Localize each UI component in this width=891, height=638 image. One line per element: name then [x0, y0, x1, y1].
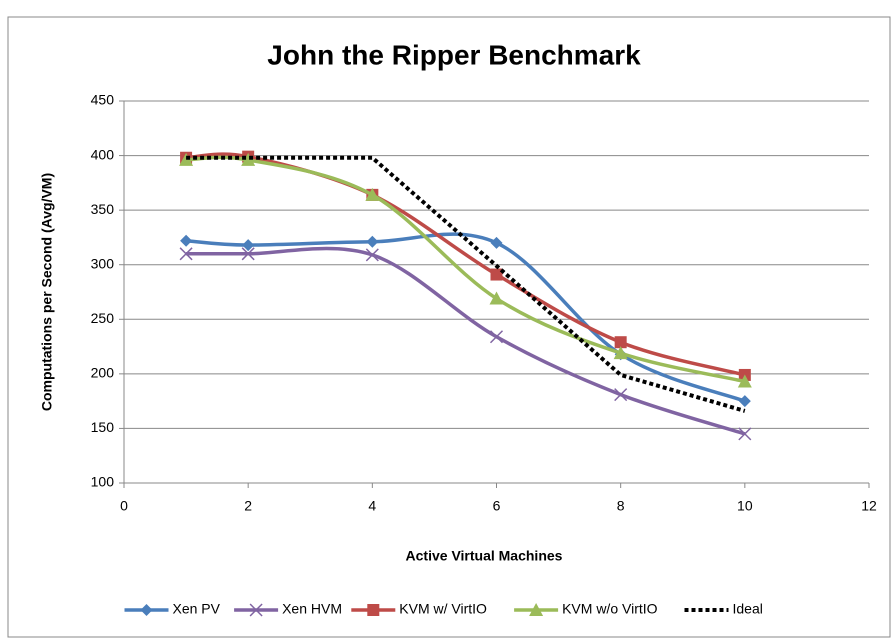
y-tick-label: 100 — [91, 474, 115, 490]
marker — [242, 239, 255, 252]
y-axis-label: Computations per Second (Avg/VM) — [39, 173, 55, 411]
chart-border — [7, 16, 891, 638]
marker — [179, 247, 193, 261]
x-tick-label: 0 — [120, 498, 128, 514]
x-tick-label: 4 — [368, 498, 376, 514]
x-tick-label: 8 — [617, 498, 625, 514]
marker — [241, 247, 255, 261]
marker — [489, 291, 504, 305]
y-tick-label: 350 — [91, 201, 115, 217]
marker — [140, 604, 153, 616]
y-tick-label: 150 — [91, 419, 115, 435]
marker — [614, 336, 627, 349]
y-tick-label: 400 — [91, 146, 115, 162]
legend-label: Xen HVM — [282, 601, 342, 617]
chart-title: John the Ripper Benchmark — [267, 39, 641, 70]
marker — [737, 374, 752, 388]
x-tick-label: 12 — [861, 498, 877, 514]
marker — [489, 330, 504, 344]
legend-label: Xen PV — [173, 601, 221, 617]
y-tick-label: 250 — [91, 310, 115, 326]
marker — [366, 235, 379, 248]
marker — [614, 388, 628, 402]
x-axis-label: Active Virtual Machines — [406, 548, 563, 564]
series-line — [186, 155, 746, 413]
marker — [738, 395, 751, 408]
marker — [490, 268, 503, 281]
marker — [241, 152, 256, 166]
marker — [367, 604, 380, 616]
x-tick-label: 6 — [493, 498, 501, 514]
marker — [738, 427, 752, 441]
marker — [529, 603, 544, 616]
marker — [365, 248, 379, 262]
x-tick-label: 2 — [244, 498, 252, 514]
legend-label: KVM w/ VirtIO — [399, 601, 487, 617]
marker — [249, 603, 263, 617]
legend-label: KVM w/o VirtIO — [562, 601, 658, 617]
series-line — [186, 246, 746, 436]
marker — [490, 236, 503, 249]
y-tick-label: 450 — [91, 92, 115, 108]
marker — [613, 346, 628, 360]
marker — [180, 234, 193, 247]
y-tick-label: 200 — [91, 365, 115, 381]
legend-label: Ideal — [733, 601, 763, 617]
marker — [365, 187, 380, 201]
x-tick-label: 10 — [737, 498, 753, 514]
y-tick-label: 300 — [91, 255, 115, 271]
